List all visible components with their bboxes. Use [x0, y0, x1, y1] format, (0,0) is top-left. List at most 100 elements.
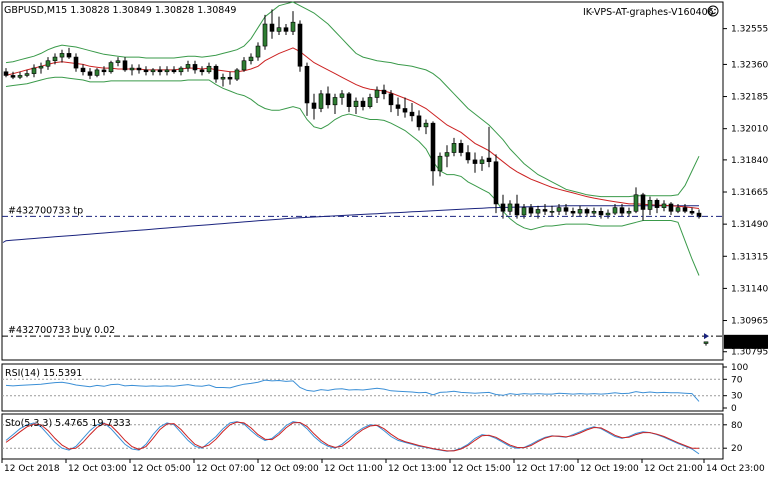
- candle[interactable]: [136, 67, 142, 71]
- candle[interactable]: [17, 75, 23, 78]
- candle[interactable]: [612, 207, 618, 214]
- candle[interactable]: [52, 56, 58, 62]
- candle[interactable]: [528, 207, 534, 214]
- candle[interactable]: [311, 102, 317, 109]
- candle[interactable]: [661, 203, 667, 208]
- candle[interactable]: [199, 69, 205, 73]
- candle[interactable]: [269, 23, 275, 32]
- candle[interactable]: [122, 60, 128, 71]
- candle[interactable]: [675, 207, 681, 212]
- candle[interactable]: [395, 104, 401, 109]
- candle[interactable]: [633, 194, 639, 212]
- candle[interactable]: [521, 207, 527, 216]
- candle[interactable]: [332, 97, 338, 106]
- candle[interactable]: [157, 69, 163, 73]
- candle[interactable]: [423, 122, 429, 128]
- candle[interactable]: [556, 207, 562, 212]
- candle[interactable]: [290, 21, 296, 32]
- candle[interactable]: [507, 203, 513, 212]
- candle[interactable]: [563, 207, 569, 212]
- candle[interactable]: [24, 73, 30, 76]
- candle[interactable]: [325, 93, 331, 106]
- candle[interactable]: [150, 69, 156, 73]
- candle[interactable]: [178, 67, 184, 73]
- candle[interactable]: [262, 23, 268, 47]
- candle[interactable]: [500, 203, 506, 212]
- candle[interactable]: [213, 65, 219, 80]
- candle[interactable]: [129, 67, 135, 71]
- candle[interactable]: [31, 67, 37, 74]
- candle[interactable]: [549, 210, 555, 213]
- candle[interactable]: [234, 69, 240, 80]
- candle[interactable]: [577, 209, 583, 214]
- candle[interactable]: [493, 161, 499, 205]
- candle[interactable]: [38, 65, 44, 69]
- candle[interactable]: [87, 71, 93, 76]
- candle[interactable]: [227, 76, 233, 80]
- candle[interactable]: [689, 210, 695, 214]
- candle[interactable]: [654, 199, 660, 208]
- candle[interactable]: [73, 56, 79, 69]
- candle[interactable]: [241, 60, 247, 71]
- candle[interactable]: [3, 71, 9, 76]
- candle[interactable]: [416, 115, 422, 128]
- candle[interactable]: [206, 65, 212, 73]
- candle[interactable]: [451, 143, 457, 153]
- candle[interactable]: [101, 69, 107, 73]
- candle[interactable]: [619, 207, 625, 214]
- candle[interactable]: [143, 69, 149, 73]
- candle[interactable]: [402, 108, 408, 113]
- candle[interactable]: [703, 341, 709, 344]
- candle[interactable]: [304, 65, 310, 104]
- candle[interactable]: [472, 159, 478, 164]
- candle[interactable]: [605, 212, 611, 216]
- candle[interactable]: [164, 69, 170, 73]
- candle[interactable]: [535, 209, 541, 214]
- candle[interactable]: [465, 152, 471, 161]
- candle[interactable]: [479, 159, 485, 164]
- candle[interactable]: [185, 64, 191, 69]
- candle[interactable]: [542, 209, 548, 212]
- candle[interactable]: [647, 199, 653, 210]
- candle[interactable]: [514, 203, 520, 216]
- candle[interactable]: [640, 194, 646, 210]
- candle[interactable]: [458, 143, 464, 153]
- candle[interactable]: [437, 155, 443, 172]
- candle[interactable]: [339, 93, 345, 98]
- candle[interactable]: [45, 60, 51, 67]
- candle[interactable]: [444, 152, 450, 157]
- candle[interactable]: [283, 27, 289, 32]
- candle[interactable]: [570, 210, 576, 214]
- candle[interactable]: [220, 76, 226, 80]
- candle[interactable]: [360, 100, 366, 107]
- candle[interactable]: [318, 93, 324, 109]
- candle[interactable]: [626, 210, 632, 214]
- candle[interactable]: [584, 209, 590, 214]
- candle[interactable]: [374, 89, 380, 98]
- candle[interactable]: [59, 53, 65, 58]
- candle[interactable]: [108, 62, 114, 73]
- candle[interactable]: [668, 203, 674, 212]
- candle[interactable]: [94, 69, 100, 76]
- candle[interactable]: [409, 111, 415, 117]
- candle[interactable]: [591, 210, 597, 214]
- candle[interactable]: [486, 157, 492, 163]
- candle[interactable]: [10, 75, 16, 78]
- candle[interactable]: [297, 23, 303, 67]
- candle[interactable]: [192, 64, 198, 71]
- candle[interactable]: [255, 45, 261, 58]
- candle[interactable]: [80, 67, 86, 73]
- candle[interactable]: [353, 100, 359, 107]
- candle[interactable]: [367, 97, 373, 107]
- candle[interactable]: [430, 122, 436, 172]
- candle[interactable]: [346, 93, 352, 107]
- candle[interactable]: [598, 210, 604, 216]
- candle[interactable]: [66, 53, 72, 58]
- candle[interactable]: [115, 60, 121, 63]
- candle[interactable]: [381, 89, 387, 95]
- candle[interactable]: [248, 56, 254, 62]
- candle[interactable]: [388, 93, 394, 106]
- candle[interactable]: [276, 27, 282, 32]
- candle[interactable]: [682, 207, 688, 212]
